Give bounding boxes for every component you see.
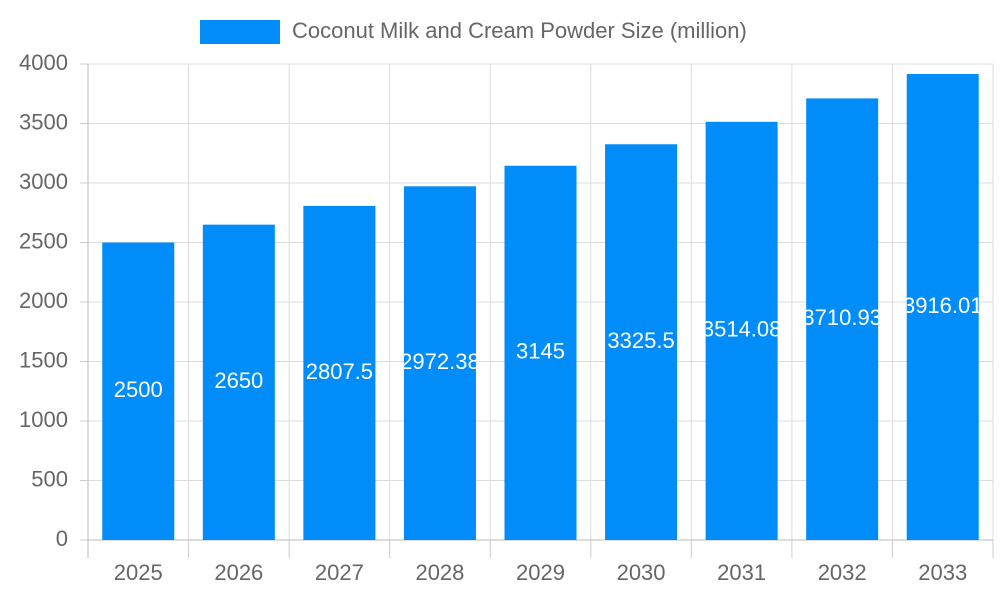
bar (705, 121, 778, 541)
x-tick-label: 2031 (717, 560, 766, 585)
y-tick-label: 3500 (19, 109, 68, 134)
value-label: 3145 (516, 339, 565, 364)
y-tick-label: 4000 (19, 50, 68, 75)
x-tick-label: 2033 (918, 560, 967, 585)
bar (806, 98, 879, 541)
bar (202, 224, 275, 540)
bar (504, 165, 577, 540)
value-label: 3325.5 (607, 328, 674, 353)
bar (605, 144, 678, 540)
x-tick-label: 2027 (315, 560, 364, 585)
y-tick-label: 0 (56, 526, 68, 551)
y-tick-label: 1500 (19, 347, 68, 372)
bar (403, 186, 476, 540)
bar (303, 205, 376, 540)
y-tick-label: 3000 (19, 169, 68, 194)
value-label: 3710.93 (802, 305, 882, 330)
x-tick-label: 2025 (114, 560, 163, 585)
value-label: 3514.08 (702, 317, 782, 342)
legend-label: Coconut Milk and Cream Powder Size (mill… (292, 18, 747, 43)
x-tick-label: 2029 (516, 560, 565, 585)
y-tick-label: 2500 (19, 228, 68, 253)
x-tick-label: 2028 (415, 560, 464, 585)
y-tick-label: 1000 (19, 407, 68, 432)
value-label: 2500 (114, 377, 163, 402)
bar (102, 242, 175, 540)
legend: Coconut Milk and Cream Powder Size (mill… (200, 18, 747, 44)
x-tick-label: 2032 (818, 560, 867, 585)
y-tick-label: 2000 (19, 288, 68, 313)
value-label: 3916.01 (903, 293, 983, 318)
legend-swatch (200, 20, 280, 44)
x-tick-label: 2030 (617, 560, 666, 585)
value-label: 2650 (214, 368, 263, 393)
y-tick-label: 500 (31, 466, 68, 491)
bar (906, 73, 979, 540)
value-label: 2807.5 (306, 359, 373, 384)
value-label: 2972.38 (400, 349, 480, 374)
x-tick-label: 2026 (214, 560, 263, 585)
